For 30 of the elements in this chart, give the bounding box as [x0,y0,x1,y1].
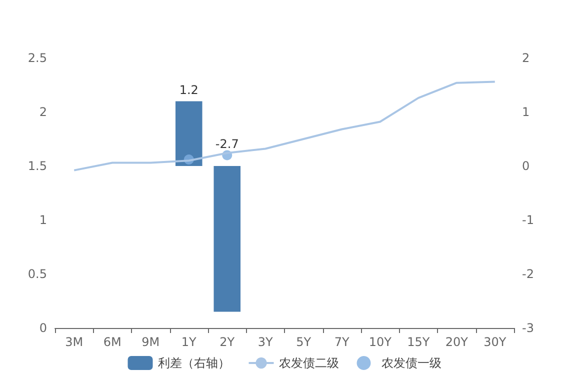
y2-tick-label: -2 [522,267,534,281]
y2-tick-label: -1 [522,213,534,227]
legend-label: 农发债一级 [381,356,442,370]
y2-tick-label: 0 [522,159,530,173]
y-tick-label: 1 [39,213,47,227]
x-tick-label: 30Y [484,335,507,349]
y-tick-label: 0.5 [28,267,47,281]
x-tick-label: 15Y [407,335,430,349]
x-tick-label: 3Y [258,335,274,349]
x-tick-label: 20Y [445,335,469,349]
y2-tick-label: -3 [522,321,534,335]
x-tick-label: 10Y [368,335,392,349]
y-tick-label: 2.5 [28,51,47,65]
y2-tick-label: 2 [522,51,530,65]
data-label: 1.2 [179,83,198,98]
x-tick-label: 7Y [334,335,350,349]
line-series [73,80,496,172]
x-tick-label: 6M [103,335,122,349]
data-label: -2.7 [215,137,239,151]
y-tick-label: 2 [39,105,47,119]
x-tick-label: 5Y [296,335,312,349]
legend-label: 利差（右轴） [158,356,230,370]
y-tick-label: 1.5 [28,159,47,173]
x-tick-label: 1Y [181,335,198,349]
legend-label: 农发债二级 [278,356,339,370]
x-tick-label: 3M [65,335,84,349]
y-tick-label: 0 [39,321,47,335]
x-tick-label: 2Y [220,335,236,349]
y2-tick-label: 1 [522,105,530,119]
x-tick-label: 9M [142,335,160,349]
